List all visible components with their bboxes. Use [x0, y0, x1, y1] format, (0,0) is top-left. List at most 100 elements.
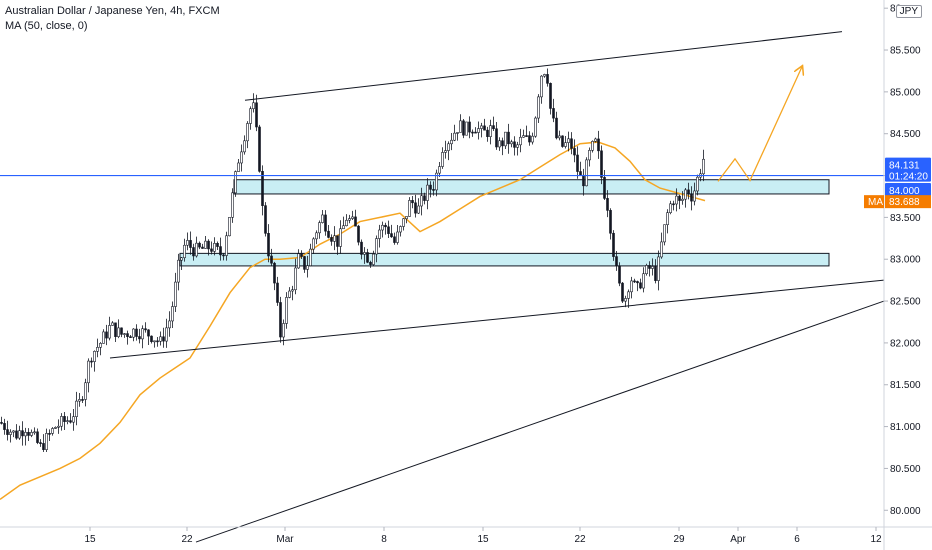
candle[interactable] — [66, 416, 69, 425]
candle[interactable] — [156, 337, 159, 347]
candle[interactable] — [264, 202, 267, 237]
candle[interactable] — [51, 427, 54, 436]
candle[interactable] — [252, 93, 255, 113]
candle[interactable] — [60, 413, 63, 431]
candle[interactable] — [381, 221, 384, 238]
candle[interactable] — [306, 255, 309, 278]
candle[interactable] — [99, 342, 102, 356]
candle[interactable] — [330, 234, 333, 246]
candle[interactable] — [12, 430, 15, 438]
candle[interactable] — [390, 224, 393, 238]
candle[interactable] — [105, 324, 108, 346]
candle[interactable] — [654, 259, 657, 284]
candle[interactable] — [432, 181, 435, 196]
candle[interactable] — [96, 338, 99, 358]
candle[interactable] — [135, 324, 138, 341]
candle[interactable] — [240, 144, 243, 172]
candle[interactable] — [228, 217, 231, 237]
candle[interactable] — [663, 224, 666, 246]
candle[interactable] — [312, 237, 315, 254]
candle[interactable] — [681, 191, 684, 205]
candle[interactable] — [420, 187, 423, 216]
candle[interactable] — [483, 118, 486, 131]
candle[interactable] — [318, 220, 321, 239]
candle[interactable] — [648, 261, 651, 277]
candle[interactable] — [435, 169, 438, 197]
candle[interactable] — [108, 316, 111, 341]
candle[interactable] — [372, 250, 375, 266]
candle[interactable] — [297, 249, 300, 269]
candle[interactable] — [315, 230, 318, 245]
candle[interactable] — [0, 416, 3, 425]
candle[interactable] — [603, 170, 606, 200]
candle[interactable] — [675, 188, 678, 212]
candle[interactable] — [438, 162, 441, 177]
candle[interactable] — [360, 239, 363, 260]
candle[interactable] — [441, 147, 444, 169]
candle[interactable] — [48, 429, 51, 442]
candle[interactable] — [222, 253, 225, 261]
candle[interactable] — [168, 311, 171, 337]
candle[interactable] — [564, 136, 567, 149]
candle[interactable] — [195, 236, 198, 258]
candle[interactable] — [666, 209, 669, 234]
candle[interactable] — [291, 285, 294, 301]
candle[interactable] — [504, 131, 507, 150]
candle[interactable] — [456, 132, 459, 141]
candle[interactable] — [426, 178, 429, 210]
candle[interactable] — [651, 258, 654, 276]
candle[interactable] — [636, 280, 639, 292]
candle[interactable] — [327, 224, 330, 239]
candle[interactable] — [396, 225, 399, 245]
support-zone[interactable] — [179, 252, 830, 267]
candle[interactable] — [198, 241, 201, 250]
candle[interactable] — [309, 243, 312, 267]
candle[interactable] — [153, 340, 156, 348]
candle[interactable] — [129, 334, 132, 338]
candle[interactable] — [612, 230, 615, 261]
candle[interactable] — [303, 256, 306, 273]
candle[interactable] — [480, 122, 483, 138]
candle[interactable] — [213, 237, 216, 256]
candle[interactable] — [558, 130, 561, 141]
candle[interactable] — [492, 116, 495, 132]
candle[interactable] — [267, 224, 270, 263]
candle[interactable] — [474, 127, 477, 134]
ma-price-tag[interactable]: MA 83.688 — [864, 195, 931, 209]
candle[interactable] — [489, 119, 492, 145]
candle[interactable] — [690, 186, 693, 211]
candle[interactable] — [615, 251, 618, 271]
candle[interactable] — [186, 232, 189, 251]
candle[interactable] — [150, 335, 153, 344]
candle[interactable] — [192, 243, 195, 261]
candle[interactable] — [366, 248, 369, 264]
candle[interactable] — [141, 325, 144, 349]
candle[interactable] — [357, 224, 360, 246]
candle[interactable] — [261, 165, 264, 216]
candle[interactable] — [453, 124, 456, 142]
candle[interactable] — [657, 250, 660, 291]
projection-arrow[interactable] — [717, 67, 802, 182]
candle[interactable] — [588, 147, 591, 167]
candle[interactable] — [36, 428, 39, 445]
candle[interactable] — [624, 295, 627, 308]
candle[interactable] — [684, 188, 687, 208]
candle[interactable] — [210, 241, 213, 255]
candle[interactable] — [72, 408, 75, 431]
candle[interactable] — [414, 194, 417, 218]
candle[interactable] — [516, 141, 519, 156]
candle[interactable] — [348, 214, 351, 224]
candle[interactable] — [285, 292, 288, 329]
candle[interactable] — [102, 329, 105, 344]
candle[interactable] — [498, 137, 501, 151]
candle[interactable] — [477, 121, 480, 140]
candle[interactable] — [249, 106, 252, 130]
candle[interactable] — [486, 126, 489, 142]
candle[interactable] — [378, 224, 381, 248]
candle[interactable] — [579, 161, 582, 176]
candle[interactable] — [621, 281, 624, 303]
candle[interactable] — [9, 429, 12, 443]
candle[interactable] — [6, 420, 9, 441]
candle[interactable] — [42, 434, 45, 453]
